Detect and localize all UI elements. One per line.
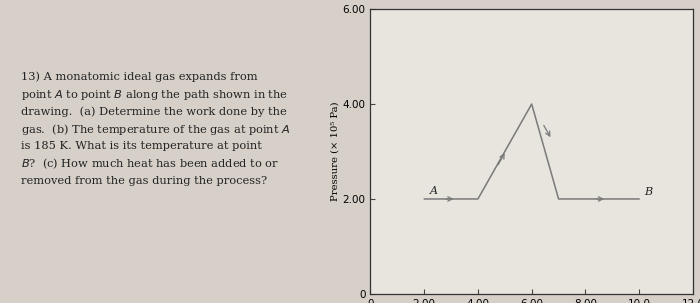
Y-axis label: Pressure (× 10⁵ Pa): Pressure (× 10⁵ Pa) bbox=[330, 102, 340, 201]
Text: 13) A monatomic ideal gas expands from
point $A$ to point $B$ along the path sho: 13) A monatomic ideal gas expands from p… bbox=[21, 72, 290, 186]
Text: A: A bbox=[430, 186, 438, 196]
Text: B: B bbox=[644, 187, 652, 197]
